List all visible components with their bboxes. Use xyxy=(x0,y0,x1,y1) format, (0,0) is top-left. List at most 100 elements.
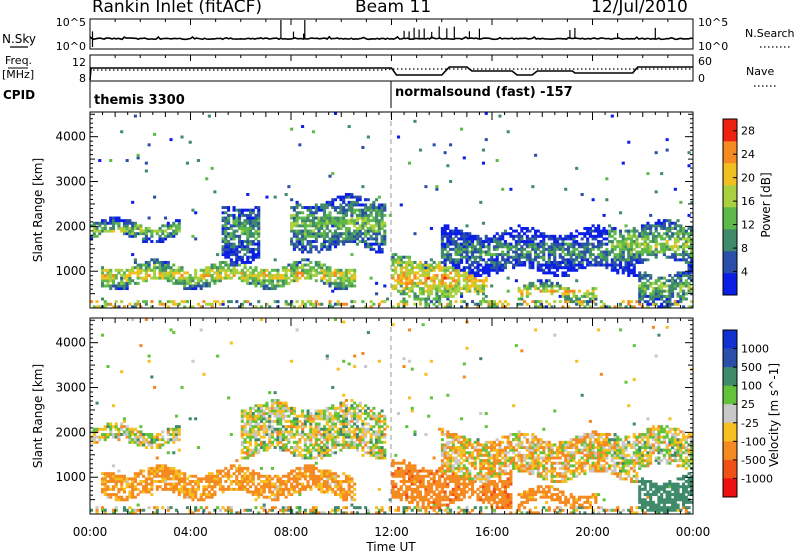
heatmap-cell xyxy=(638,287,642,291)
heatmap-cell xyxy=(196,284,200,288)
heatmap-cell xyxy=(465,234,469,238)
heatmap-cell xyxy=(539,234,543,238)
heatmap-cell xyxy=(243,253,247,257)
heatmap-cell xyxy=(166,271,170,275)
heatmap-cell xyxy=(547,234,551,238)
heatmap-cell xyxy=(240,271,244,275)
heatmap-cell xyxy=(520,250,524,254)
heatmap-cell xyxy=(144,300,148,304)
heatmap-cell xyxy=(232,250,236,254)
heatmap-cell xyxy=(446,242,450,246)
heatmap-cell xyxy=(309,430,313,434)
heatmap-cell xyxy=(114,498,118,502)
heatmap-cell xyxy=(273,495,277,499)
heatmap-cell xyxy=(627,255,631,259)
heatmap-cell xyxy=(210,480,214,483)
heatmap-cell xyxy=(682,237,686,241)
heatmap-cell xyxy=(131,430,135,434)
heatmap-cell xyxy=(635,229,639,233)
heatmap-cell xyxy=(221,232,225,236)
heatmap-cell xyxy=(276,485,280,489)
heatmap-cell xyxy=(292,271,296,275)
heatmap-cell xyxy=(320,487,324,491)
heatmap-cell xyxy=(473,289,477,293)
heatmap-cell xyxy=(424,185,428,189)
heatmap-cell xyxy=(646,300,650,304)
heatmap-cell xyxy=(259,406,264,410)
heatmap-cell xyxy=(227,245,231,249)
heatmap-cell xyxy=(188,281,192,285)
heatmap-cell xyxy=(328,245,332,249)
heatmap-cell xyxy=(476,242,480,246)
heatmap-cell xyxy=(336,493,340,497)
heatmap-cell xyxy=(424,271,428,275)
heatmap-cell xyxy=(224,274,228,277)
heatmap-cell xyxy=(668,237,672,241)
heatmap-cell xyxy=(109,495,113,499)
heatmap-cell xyxy=(144,318,148,321)
heatmap-cell xyxy=(682,292,686,296)
heatmap-cell xyxy=(495,305,499,309)
heatmap-cell xyxy=(314,300,318,304)
heatmap-cell xyxy=(613,229,617,233)
heatmap-cell xyxy=(457,284,461,288)
heatmap-cell xyxy=(509,187,513,191)
heatmap-cell xyxy=(238,216,242,220)
heatmap-cell xyxy=(290,226,294,230)
heatmap-cell xyxy=(158,443,162,447)
heatmap-cell xyxy=(643,232,647,236)
cpid-label: CPID xyxy=(3,88,35,102)
heatmap-cell xyxy=(98,224,102,228)
heatmap-cell xyxy=(147,472,151,476)
heatmap-cell xyxy=(246,268,250,272)
heatmap-cell xyxy=(506,258,510,262)
heatmap-cell xyxy=(405,276,409,280)
heatmap-cell xyxy=(566,268,571,272)
heatmap-cell xyxy=(235,253,239,257)
heatmap-cell xyxy=(155,266,159,270)
heatmap-cell xyxy=(676,274,680,277)
heatmap-cell xyxy=(131,318,135,321)
heatmap-cell xyxy=(317,409,321,413)
heatmap-cell xyxy=(191,490,195,494)
heatmap-cell xyxy=(410,271,414,275)
heatmap-cell xyxy=(317,226,321,230)
heatmap-cell xyxy=(405,255,409,259)
heatmap-cell xyxy=(284,302,288,306)
heatmap-cell xyxy=(481,279,486,283)
heatmap-cell xyxy=(106,422,110,426)
heatmap-cell xyxy=(449,289,453,293)
heatmap-cell xyxy=(331,221,335,225)
heatmap-cell xyxy=(501,245,505,249)
heatmap-cell xyxy=(534,237,538,241)
heatmap-cell xyxy=(336,237,340,241)
heatmap-cell xyxy=(243,487,247,491)
heatmap-cell xyxy=(331,508,335,512)
heatmap-cell xyxy=(317,485,321,489)
heatmap-cell xyxy=(322,417,327,421)
heatmap-cell xyxy=(292,276,296,280)
heatmap-cell xyxy=(194,495,198,499)
heatmap-cell xyxy=(164,474,168,478)
heatmap-cell xyxy=(262,443,266,447)
heatmap-cell xyxy=(235,216,239,220)
heatmap-cell xyxy=(262,503,266,507)
heatmap-cell xyxy=(421,297,425,301)
heatmap-cell xyxy=(270,419,274,423)
heatmap-cell xyxy=(150,493,154,497)
heatmap-cell xyxy=(687,289,691,293)
heatmap-cell xyxy=(240,260,244,264)
heatmap-cell xyxy=(407,263,412,267)
heatmap-cell xyxy=(369,237,373,241)
heatmap-cell xyxy=(227,232,231,236)
heatmap-cell xyxy=(125,276,129,280)
heatmap-cell xyxy=(111,480,116,483)
heatmap-cell xyxy=(224,508,228,512)
heatmap-cell xyxy=(613,305,617,309)
heatmap-cell xyxy=(322,412,327,416)
heatmap-cell xyxy=(191,284,195,288)
heatmap-cell xyxy=(643,274,647,277)
heatmap-cell xyxy=(259,281,264,285)
heatmap-cell xyxy=(468,289,472,293)
heatmap-cell xyxy=(331,219,335,223)
